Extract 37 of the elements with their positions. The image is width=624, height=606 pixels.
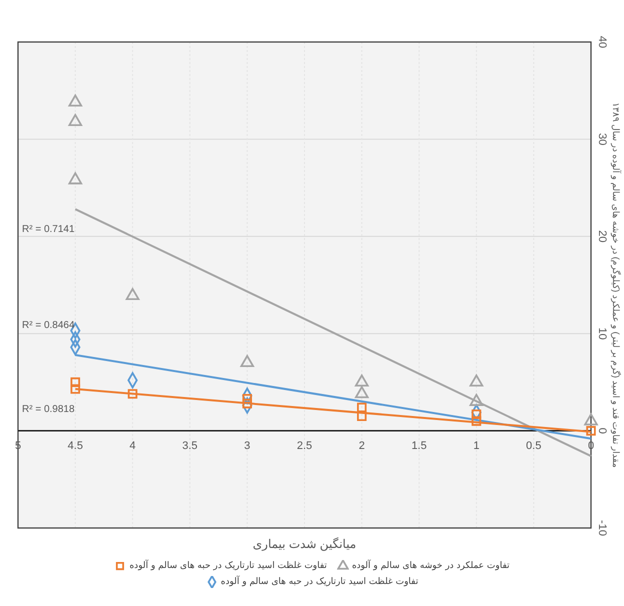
- point: [472, 416, 482, 426]
- point: [357, 411, 367, 421]
- point: [70, 384, 80, 394]
- point: [357, 402, 367, 412]
- x-tick-label: 4.5: [68, 440, 83, 452]
- point: [586, 426, 596, 436]
- point: [68, 114, 82, 126]
- x-tick-label: 3: [244, 440, 250, 452]
- y-tick-label: 30: [596, 133, 608, 146]
- x-tick-label: 0.5: [526, 440, 542, 452]
- x-tick-label: 2: [358, 440, 365, 452]
- y-tick-label: 0: [596, 428, 608, 434]
- annotation: R² = 0.9818: [22, 404, 75, 415]
- point: [70, 377, 80, 387]
- x-axis-title: میانگین شدت بیماری: [252, 537, 356, 551]
- legend-label: تفاوت عملکرد در خوشه های سالم و آلوده: [352, 561, 510, 571]
- point: [68, 172, 82, 184]
- point: [470, 374, 484, 386]
- x-tick-label: 2.5: [296, 440, 312, 452]
- x-tick-label: 1: [473, 440, 480, 452]
- point: [355, 374, 369, 386]
- annotation: R² = 0.7141: [22, 224, 75, 235]
- legend-label: تفاوت غلظت اسید تارتاریک در حبه های سالم و آلوده: [220, 577, 418, 587]
- point: [128, 389, 138, 399]
- y-axis-title: مقدار تفاوت قند و اسید (گرم بر لیتر) و عملکرد (کیلوگرم) در خوشه های سالم و آلوده در سال ۱۳۸۹: [610, 102, 622, 468]
- point: [240, 355, 254, 368]
- y-tick-label: 10: [596, 327, 608, 340]
- x-tick-label: 4: [130, 440, 136, 452]
- x-tick-label: 3.5: [182, 440, 198, 452]
- legend-label: تفاوت غلظت اسید تارتاریک در حبه های سالم و آلوده: [129, 561, 327, 571]
- point: [355, 386, 369, 398]
- y-tick-label: -10: [596, 520, 608, 536]
- point: [68, 94, 82, 107]
- point: [126, 288, 140, 300]
- x-tick-label: 1.5: [411, 440, 427, 452]
- y-tick-label: 20: [596, 230, 608, 243]
- y-tick-label: 40: [596, 36, 608, 48]
